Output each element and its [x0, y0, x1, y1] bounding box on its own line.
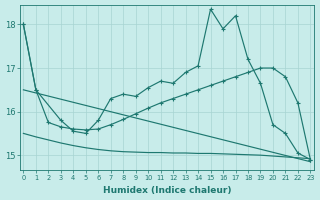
- X-axis label: Humidex (Indice chaleur): Humidex (Indice chaleur): [103, 186, 231, 195]
